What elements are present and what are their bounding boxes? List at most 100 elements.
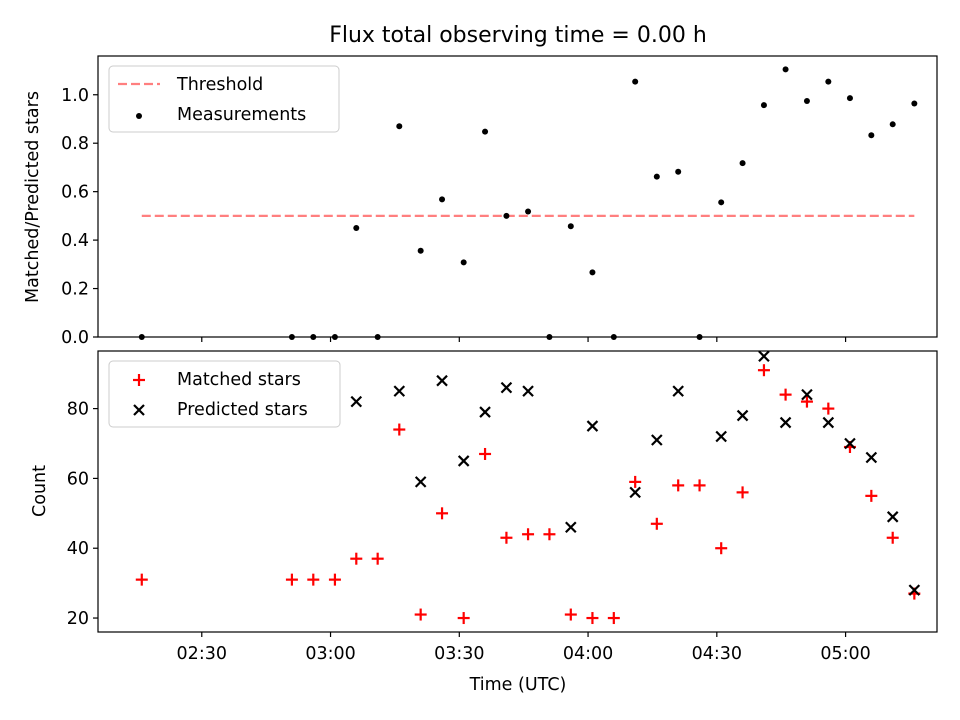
measurements-point-1 <box>288 334 295 340</box>
matched-stars-point-24 <box>779 388 792 401</box>
predicted-stars-point-14 <box>736 409 749 422</box>
matched-stars-point-1 <box>285 573 298 586</box>
count-plot-frame <box>97 350 938 633</box>
predicted-stars-point-5 <box>479 406 491 418</box>
matched-stars-point-12 <box>522 528 535 541</box>
matched-stars-point-16 <box>607 612 620 625</box>
measurements-point-10 <box>482 128 489 135</box>
matched-stars-point-6 <box>393 423 406 436</box>
matched-stars-point-0 <box>135 573 148 586</box>
measurements-point-15 <box>589 269 596 276</box>
predicted-stars-point-20 <box>865 451 878 464</box>
measurements-point-14 <box>567 223 574 230</box>
predicted-stars-point-3 <box>436 374 448 387</box>
legend-threshold-label: Threshold <box>176 75 263 95</box>
measurements-point-20 <box>696 334 703 340</box>
matched-stars-point-17 <box>629 475 642 488</box>
count-legend-frame <box>108 360 341 428</box>
y-tick-label-0-3: 0.6 <box>61 183 89 203</box>
matched-stars-point-8 <box>436 507 449 520</box>
x-tick-label-1-4: 04:30 <box>692 644 742 664</box>
predicted-stars-point-10 <box>629 486 641 499</box>
measurements-point-18 <box>653 173 660 180</box>
x-tick-label-1-1: 03:00 <box>305 644 355 664</box>
predicted-stars-point-4 <box>457 455 470 467</box>
predicted-stars-point-2 <box>414 476 427 488</box>
x-tick-label-1-5: 05:00 <box>820 644 870 664</box>
predicted-stars-point-9 <box>586 420 599 432</box>
predicted-stars-point-18 <box>822 416 835 429</box>
predicted-stars-point-6 <box>500 381 513 394</box>
predicted-stars-point-19 <box>844 437 856 450</box>
measurements-point-28 <box>868 132 875 139</box>
x-tick-label-1-2: 03:30 <box>434 644 484 664</box>
measurements-point-11 <box>503 212 510 219</box>
ratio-chart-title: Flux total observing time = 0.00 h <box>329 23 707 48</box>
measurements-point-29 <box>889 121 896 128</box>
y-tick-label-0-1: 0.2 <box>61 280 89 300</box>
legend-predicted-swatch <box>133 404 145 416</box>
matched-stars-point-23 <box>757 364 770 377</box>
legend-matched-swatch <box>133 374 145 386</box>
predicted-stars-point-21 <box>886 511 899 523</box>
measurements-point-22 <box>739 160 746 167</box>
y-tick-label-1-2: 60 <box>67 469 89 489</box>
measurements-point-0 <box>138 334 145 340</box>
x-tick-label-1-0: 02:30 <box>177 644 227 664</box>
matched-stars-point-20 <box>693 479 706 492</box>
time-x-axis-label: Time (UTC) <box>469 675 567 695</box>
y-tick-label-0-2: 0.4 <box>61 231 89 251</box>
matched-stars-point-9 <box>457 612 470 625</box>
measurements-point-7 <box>417 247 424 254</box>
measurements-point-30 <box>911 100 918 107</box>
ratio-legend-frame <box>108 65 340 133</box>
measurements-point-12 <box>525 208 532 215</box>
predicted-stars-point-22 <box>908 584 921 596</box>
matched-stars-point-19 <box>672 479 685 492</box>
predicted-stars-point-8 <box>565 521 577 534</box>
predicted-stars-point-17 <box>801 388 813 401</box>
matched-stars-point-14 <box>564 608 577 621</box>
matched-stars-point-28 <box>865 489 878 502</box>
count-legend: Matched stars Predicted stars <box>108 360 341 428</box>
y-tick-label-1-3: 80 <box>67 400 89 420</box>
ratio-plot-frame <box>97 55 938 338</box>
measurements-point-9 <box>460 259 467 266</box>
measurements-point-2 <box>310 334 317 340</box>
ratio-y-axis-label: Matched/Predicted stars <box>23 91 43 303</box>
measurements-point-6 <box>396 123 403 130</box>
measurements-point-23 <box>760 102 767 109</box>
predicted-stars-point-15 <box>758 350 770 363</box>
ratio-legend: Threshold Measurements <box>108 65 340 133</box>
y-tick-label-0-4: 0.8 <box>61 134 89 154</box>
matched-stars-point-21 <box>715 542 728 555</box>
ratio-panel: Flux total observing time = 0.00 h 0.0 0.… <box>23 23 938 348</box>
matched-stars-point-7 <box>414 608 427 621</box>
matched-stars-point-26 <box>822 402 835 415</box>
measurements-point-21 <box>718 199 725 206</box>
legend-matched-label: Matched stars <box>177 370 301 390</box>
predicted-stars-point-0 <box>350 395 363 408</box>
matched-stars-point-25 <box>800 395 813 408</box>
predicted-stars-point-16 <box>779 416 792 429</box>
measurements-point-3 <box>331 334 338 340</box>
matched-stars-point-5 <box>371 552 384 565</box>
measurements-point-25 <box>803 98 810 105</box>
predicted-stars-point-7 <box>522 385 534 397</box>
measurements-point-5 <box>374 334 381 340</box>
matched-stars-point-29 <box>886 531 899 544</box>
matched-stars-point-15 <box>586 612 599 625</box>
measurements-point-8 <box>439 196 446 203</box>
measurements-point-24 <box>782 66 789 73</box>
legend-measurements-swatch <box>136 113 142 119</box>
legend-predicted-label: Predicted stars <box>177 400 308 420</box>
matched-stars-point-13 <box>543 528 556 541</box>
matched-stars-point-10 <box>479 447 492 460</box>
measurements-point-13 <box>546 334 553 340</box>
measurements-point-4 <box>353 224 360 231</box>
predicted-stars-point-12 <box>672 385 684 397</box>
y-tick-label-0-5: 1.0 <box>61 86 89 106</box>
count-panel: 02:30 03:00 03:30 04:00 04:30 05:00 20406080 … <box>30 350 938 695</box>
matched-stars-point-2 <box>307 573 320 586</box>
